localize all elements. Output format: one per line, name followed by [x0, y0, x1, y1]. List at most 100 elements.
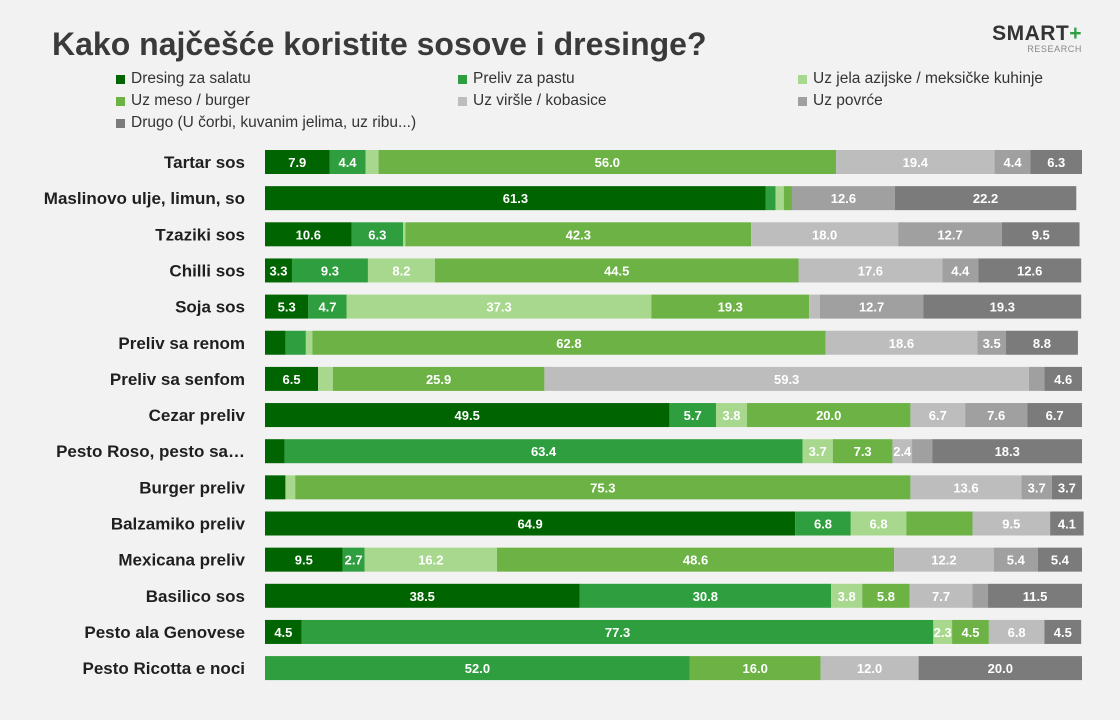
data-label: 3.5 [983, 336, 1001, 351]
data-label: 61.3 [503, 191, 528, 206]
bar-segment [285, 330, 306, 355]
data-label: 64.9 [517, 517, 542, 532]
data-label: 6.8 [1008, 625, 1026, 640]
bar-segment [795, 511, 851, 536]
logo-subtext: RESEARCH [1027, 44, 1082, 54]
data-label: 22.2 [973, 191, 998, 206]
data-label: 38.5 [410, 589, 435, 604]
data-label: 4.4 [338, 155, 357, 170]
bar-segment [988, 619, 1045, 644]
data-label: 5.4 [1007, 553, 1026, 568]
data-label: 7.9 [288, 155, 306, 170]
bar-segment [308, 294, 347, 319]
data-label: 12.0 [857, 661, 882, 676]
bar-segment [894, 186, 1077, 211]
bar-segment [912, 439, 933, 464]
data-label: 12.7 [859, 300, 884, 315]
data-label: 5.3 [278, 300, 296, 315]
bar-segment [378, 150, 837, 174]
category-label: Pesto Roso, pesto sa… [56, 442, 245, 461]
bar-segment [906, 511, 973, 536]
data-label: 3.7 [809, 444, 827, 459]
bar-segment [1051, 475, 1082, 500]
data-label: 4.4 [951, 263, 970, 278]
data-label: 4.7 [318, 300, 336, 315]
data-label: 2.7 [345, 553, 363, 568]
bar-segment [765, 186, 776, 211]
bar-segment [403, 222, 406, 247]
data-label: 4.5 [274, 625, 292, 640]
data-label: 5.4 [1051, 553, 1070, 568]
legend-label: Uz viršle / kobasice [473, 92, 607, 109]
bar-segment [265, 222, 352, 247]
bar-segment [918, 656, 1082, 681]
bar-segment [898, 222, 1002, 247]
bar-segment [265, 403, 670, 428]
bar-segment [1021, 475, 1052, 500]
category-label: Soja sos [175, 298, 245, 317]
data-label: 4.6 [1054, 372, 1072, 387]
data-label: 19.4 [903, 155, 929, 170]
bar-segment [689, 656, 821, 681]
bar-segment [265, 511, 796, 536]
bar-segment [892, 439, 913, 464]
data-label: 6.8 [814, 517, 832, 532]
bar-segment [312, 330, 826, 355]
legend-item: Drugo (U čorbi, kuvanim jelima, uz ribu.… [116, 114, 416, 132]
bar-segment [265, 330, 286, 355]
legend-label: Drugo (U čorbi, kuvanim jelima, uz ribu.… [131, 114, 417, 131]
bar-segment [783, 186, 792, 211]
bar-segment [751, 222, 899, 247]
bar-segment [364, 547, 498, 572]
data-label: 20.0 [816, 408, 841, 423]
data-label: 42.3 [566, 227, 591, 242]
data-label: 20.0 [988, 661, 1013, 676]
bar-segment [265, 656, 690, 681]
bar-segment [1050, 511, 1084, 536]
data-label: 6.5 [283, 372, 301, 387]
data-label: 19.3 [990, 300, 1015, 315]
category-label: Basilico sos [146, 587, 245, 606]
bar-segment [1027, 403, 1082, 428]
legend-item: Uz povrće [798, 92, 883, 110]
bar-segment [285, 475, 296, 500]
data-label: 16.0 [743, 661, 768, 676]
bar-segment [1044, 619, 1082, 644]
data-label: 62.8 [556, 336, 581, 351]
bar-segment [342, 547, 365, 572]
bar-segment [850, 511, 907, 536]
bar-segment [972, 511, 1051, 536]
bar-segment [988, 583, 1082, 608]
bar-segment [819, 294, 924, 319]
data-label: 3.3 [269, 263, 287, 278]
data-label: 12.7 [937, 227, 962, 242]
bar-segment [367, 258, 435, 283]
data-label: 3.8 [838, 589, 856, 604]
data-label: 37.3 [486, 300, 511, 315]
legend-swatch [116, 74, 125, 84]
data-label: 11.5 [1023, 589, 1048, 604]
bar-segment [265, 294, 309, 319]
data-label: 5.8 [877, 589, 895, 604]
data-label: 12.6 [831, 191, 856, 206]
bar-segment [952, 619, 989, 644]
bar-segment [265, 439, 285, 464]
data-label: 7.6 [987, 408, 1005, 423]
bar-segment [669, 403, 716, 428]
bar-segment [305, 330, 313, 355]
data-label: 17.6 [858, 263, 883, 278]
bar-segment [284, 439, 803, 464]
category-label: Preliv sa senfom [110, 370, 245, 389]
data-label: 18.3 [995, 444, 1020, 459]
data-label: 4.5 [1054, 625, 1072, 640]
legend-swatch [458, 74, 467, 84]
bar-segment [715, 403, 748, 428]
bar-segment [862, 583, 910, 608]
data-label: 9.5 [1032, 227, 1050, 242]
data-label: 3.7 [1058, 480, 1076, 495]
data-label: 5.7 [684, 408, 702, 423]
bar-segment [295, 475, 911, 500]
bar-segment [579, 583, 832, 608]
legend-swatch [798, 74, 807, 84]
